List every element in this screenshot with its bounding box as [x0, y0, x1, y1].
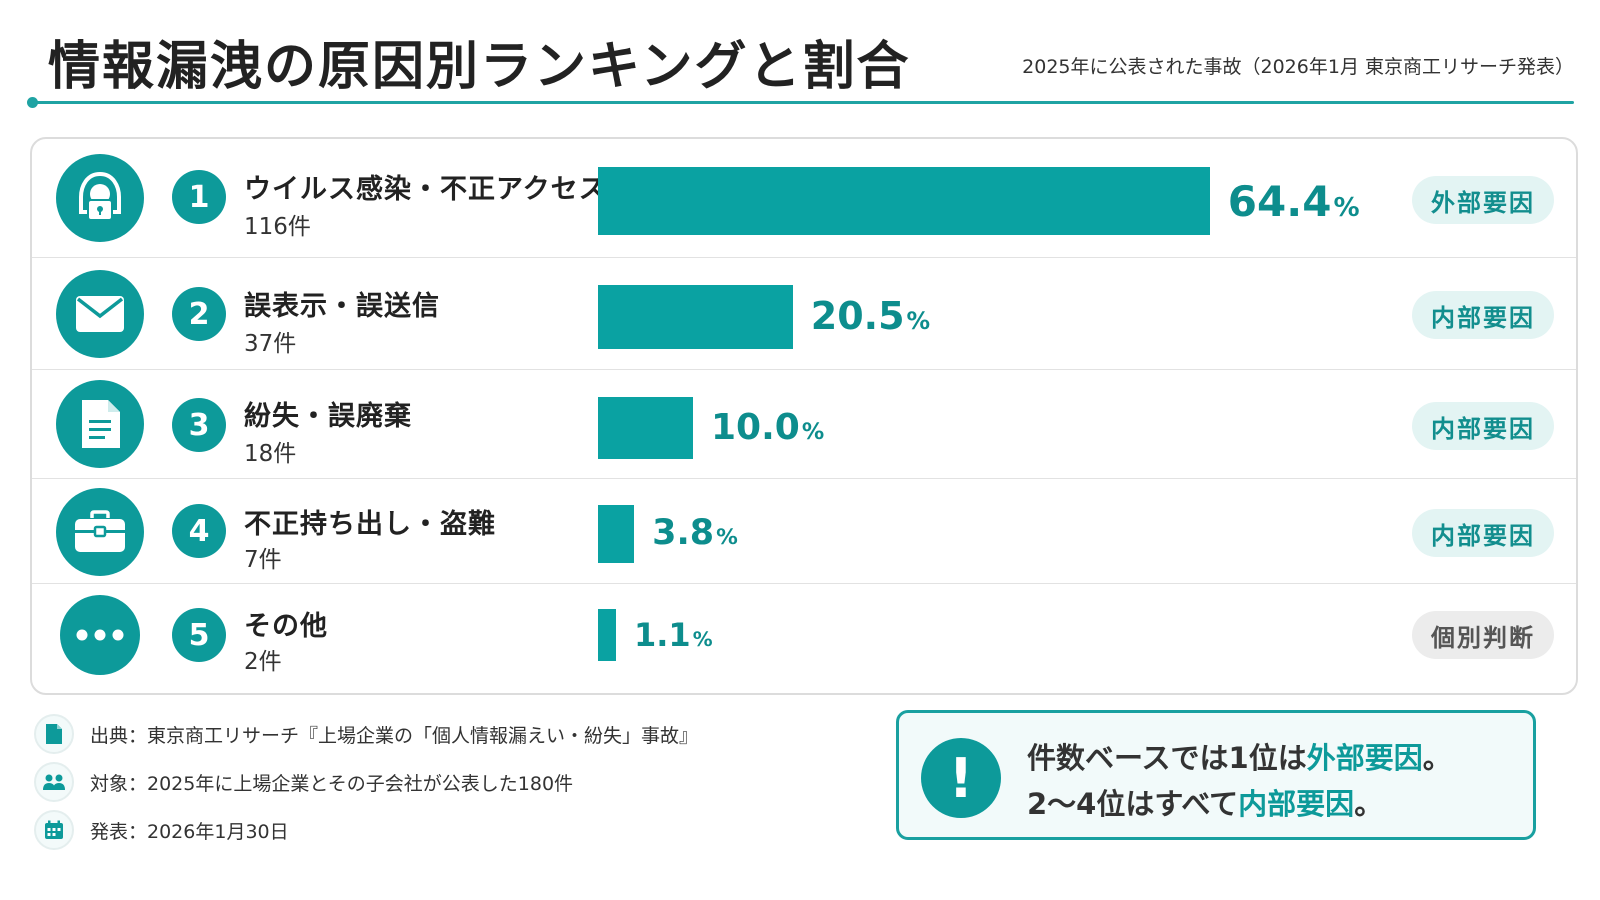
callout-text: 2〜4位はすべて — [1027, 787, 1239, 821]
header: 情報漏洩の原因別ランキングと割合 2025年に公表された事故（2026年1月 東… — [44, 18, 1574, 98]
factor-tag: 外部要因 — [1412, 176, 1554, 224]
ranking-row-2: 2 誤表示・誤送信 37件 20.5% 内部要因 — [32, 257, 1576, 369]
document-icon — [34, 714, 74, 754]
exclamation-icon: ! — [921, 738, 1001, 818]
footer-target: 対象：2025年に上場企業とその子会社が公表した180件 — [34, 762, 573, 802]
factor-tag: 内部要因 — [1412, 291, 1554, 339]
callout-text: 。 — [1422, 741, 1452, 775]
ranking-row-5: 5 その他 2件 1.1% 個別判断 — [32, 583, 1576, 693]
bar-3 — [598, 397, 693, 459]
cause-label: 不正持ち出し・盗難 — [244, 509, 496, 540]
pct-label-1: 64.4% — [1228, 177, 1360, 226]
cause-label: その他 — [244, 611, 328, 642]
title-underline — [28, 101, 1574, 104]
pct-label-2: 20.5% — [811, 294, 930, 338]
cause-count: 18件 — [244, 441, 297, 467]
pct-value: 64.4 — [1227, 177, 1332, 226]
pct-unit: % — [906, 307, 931, 335]
rank-badge: 5 — [172, 608, 226, 662]
pct-label-3: 10.0% — [711, 407, 824, 448]
pct-label-5: 1.1% — [634, 616, 713, 654]
summary-callout: ! 件数ベースでは1位は外部要因。 2〜4位はすべて内部要因。 — [896, 710, 1536, 840]
footer-published: 発表：2026年1月30日 — [34, 810, 289, 850]
cause-count: 2件 — [244, 649, 282, 675]
pct-unit: % — [1333, 193, 1360, 223]
rank-badge: 1 — [172, 170, 226, 224]
ranking-row-4: 4 不正持ち出し・盗難 7件 3.8% 内部要因 — [32, 478, 1576, 583]
callout-highlight: 内部要因 — [1238, 787, 1355, 821]
callout-text: 件数ベースでは1位は — [1027, 741, 1307, 775]
pct-unit: % — [692, 628, 713, 651]
pct-value: 1.1 — [634, 616, 691, 654]
pct-value: 3.8 — [652, 513, 715, 553]
pct-unit: % — [801, 419, 825, 445]
cause-count: 37件 — [244, 331, 297, 357]
callout-highlight: 外部要因 — [1306, 741, 1423, 775]
page-title: 情報漏洩の原因別ランキングと割合 — [48, 37, 911, 97]
envelope-icon — [56, 270, 144, 358]
ranking-panel: 1 ウイルス感染・不正アクセス 116件 64.4% 外部要因 2 誤表示・誤送… — [30, 137, 1578, 695]
pct-value: 20.5 — [810, 294, 905, 338]
page-subtitle: 2025年に公表された事故（2026年1月 東京商工リサーチ発表） — [1022, 56, 1574, 78]
factor-tag: 内部要因 — [1412, 402, 1554, 450]
cause-label: ウイルス感染・不正アクセス — [244, 174, 607, 205]
pct-label-4: 3.8% — [652, 513, 738, 553]
callout-text: 。 — [1354, 787, 1384, 821]
people-icon — [34, 762, 74, 802]
cause-label: 誤表示・誤送信 — [244, 291, 440, 322]
factor-tag: 内部要因 — [1412, 509, 1554, 557]
target-text: 対象：2025年に上場企業とその子会社が公表した180件 — [90, 772, 574, 795]
cause-count: 116件 — [244, 214, 311, 240]
calendar-icon — [34, 810, 74, 850]
bar-1 — [598, 167, 1210, 235]
bar-4 — [598, 505, 635, 563]
published-text: 発表：2026年1月30日 — [90, 820, 289, 843]
ellipsis-icon — [60, 595, 140, 675]
callout-line-2: 2〜4位はすべて内部要因。 — [1027, 781, 1383, 823]
cause-count: 7件 — [244, 547, 282, 573]
document-icon — [56, 380, 144, 468]
cause-label: 紛失・誤廃棄 — [244, 401, 412, 432]
pct-value: 10.0 — [711, 407, 800, 448]
source-text: 出典：東京商工リサーチ『上場企業の「個人情報漏えい・紛失」事故』 — [90, 724, 699, 747]
briefcase-icon — [56, 488, 144, 576]
hacker-icon — [56, 154, 144, 242]
ranking-row-3: 3 紛失・誤廃棄 18件 10.0% 内部要因 — [32, 369, 1576, 478]
rank-badge: 3 — [172, 398, 226, 452]
factor-tag: 個別判断 — [1412, 611, 1554, 659]
footer-source: 出典：東京商工リサーチ『上場企業の「個人情報漏えい・紛失」事故』 — [34, 714, 698, 754]
rank-badge: 2 — [172, 287, 226, 341]
title-underline-dot — [27, 97, 38, 108]
ranking-row-1: 1 ウイルス感染・不正アクセス 116件 64.4% 外部要因 — [32, 139, 1576, 257]
pct-unit: % — [716, 525, 738, 550]
rank-badge: 4 — [172, 504, 226, 558]
bar-5 — [598, 609, 616, 661]
bar-2 — [598, 285, 793, 349]
callout-line-1: 件数ベースでは1位は外部要因。 — [1027, 735, 1452, 777]
